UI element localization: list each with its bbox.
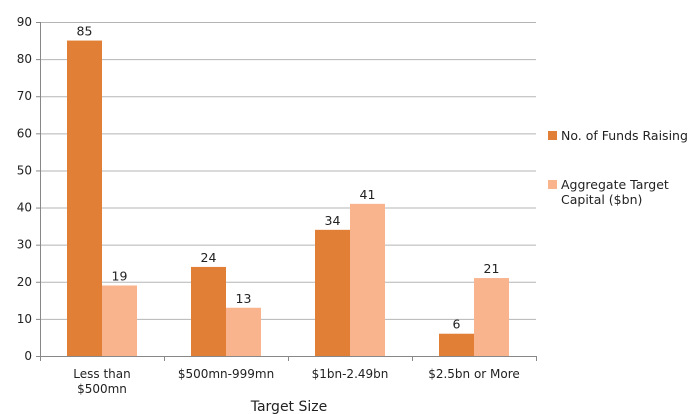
y-tick-label: 10: [17, 312, 32, 326]
y-tick-label: 90: [17, 15, 32, 29]
bars: [67, 40, 509, 357]
data-label: 85: [77, 24, 93, 39]
bar-funds: [67, 40, 102, 357]
y-tick-label: 0: [24, 349, 32, 363]
legend-swatch-capital: [548, 180, 557, 189]
x-tick-label: $1bn-2.49bn: [312, 367, 389, 381]
x-tick-label: $500mn-999mn: [178, 367, 274, 381]
legend-swatch-funds: [548, 131, 557, 140]
data-labels: 85 24 34 6 19 13 41 21: [77, 24, 500, 332]
x-tick-label: $2.5bn or More: [428, 367, 520, 381]
x-axis-ticks: Less than $500mn $500mn-999mn $1bn-2.49bn $2…: [73, 367, 520, 396]
y-tick-label: 50: [17, 163, 32, 177]
data-label: 24: [201, 250, 217, 265]
bar-capital: [102, 285, 137, 356]
legend: No. of Funds Raising Aggregate Target Ca…: [548, 128, 688, 207]
legend-label-funds: No. of Funds Raising: [561, 128, 688, 143]
bar-funds: [439, 333, 474, 356]
legend-label-capital: Aggregate Target Capital ($bn): [561, 177, 669, 207]
bar-capital: [474, 278, 509, 356]
y-tick-label: 40: [17, 201, 32, 215]
data-label: 6: [453, 317, 461, 332]
bar-funds: [315, 229, 350, 356]
legend-item-funds: No. of Funds Raising: [548, 128, 688, 143]
legend-item-capital: Aggregate Target Capital ($bn): [548, 177, 688, 207]
x-axis-title: Target Size: [250, 399, 328, 414]
y-tick-label: 70: [17, 89, 32, 103]
data-label: 21: [484, 261, 500, 276]
y-tick-label: 80: [17, 52, 32, 66]
y-tick-label: 30: [17, 238, 32, 252]
bar-funds: [191, 266, 226, 356]
bar-capital: [350, 203, 385, 356]
y-axis-ticks: 0 10 20 30 40 50 60 70 80 90: [17, 15, 32, 363]
data-label: 41: [360, 187, 376, 202]
bar-capital: [226, 307, 261, 356]
x-tick-label: Less than $500mn: [73, 367, 130, 396]
data-label: 34: [325, 213, 341, 228]
data-label: 19: [112, 268, 128, 283]
data-label: 13: [236, 291, 252, 306]
y-tick-label: 20: [17, 275, 32, 289]
y-tick-label: 60: [17, 126, 32, 140]
